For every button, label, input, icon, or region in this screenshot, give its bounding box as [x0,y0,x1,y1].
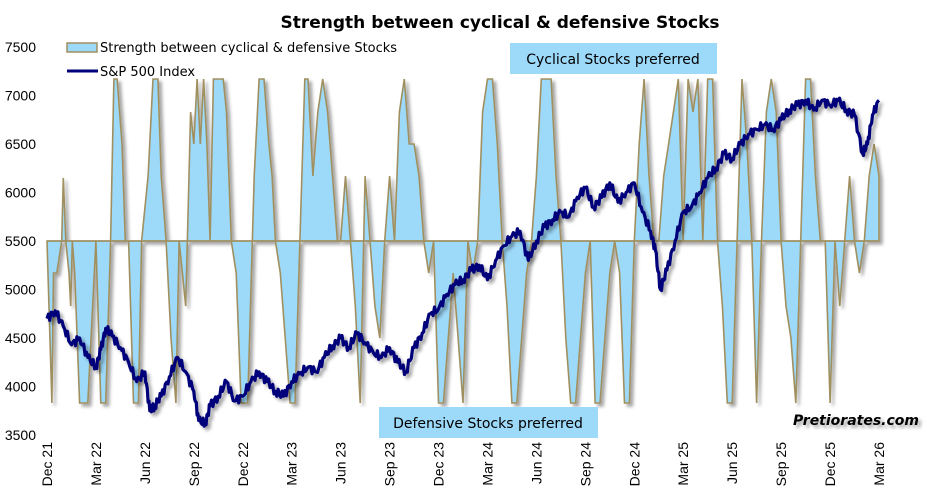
x-tick-label: Mar 24 [479,442,495,486]
x-tick-label: Sep 23 [382,442,398,487]
y-tick-label: 5500 [5,233,36,249]
legend-label-area: Strength between cyclical & defensive St… [100,41,397,56]
y-tick-label: 6500 [5,136,36,152]
y-tick-label: 4500 [5,330,36,346]
y-tick-label: 3500 [5,427,36,443]
annotation-cyclical-box [510,43,717,74]
x-tick-label: Jun 24 [528,442,544,484]
x-tick-label: Sep 22 [186,442,202,487]
x-tick-label: Dec 24 [626,442,642,487]
annotation-defensive-box [379,407,598,438]
x-tick-label: Dec 21 [39,442,55,487]
y-axis: 7500 7000 6500 6000 5500 5000 4500 4000 3500 [5,39,36,443]
x-tick-label: Dec 23 [431,442,447,487]
x-tick-label: Mar 25 [675,442,691,486]
indicator-area-layer [46,78,880,404]
x-tick-label: Mar 23 [284,442,300,486]
y-tick-label: 7000 [5,88,36,104]
annotation-defensive-text: Defensive Stocks preferred [393,416,583,432]
brand-watermark: Pretiorates.com [793,413,919,429]
y-tick-label: 6000 [5,185,36,201]
x-tick-label: Dec 22 [235,442,251,487]
x-axis: Dec 21 Mar 22 Jun 22 Sep 22 Dec 22 Mar 23 Jun … [39,442,887,487]
x-tick-label: Jun 22 [137,442,153,484]
x-tick-label: Mar 26 [871,442,887,486]
x-tick-label: Jun 25 [724,442,740,484]
y-tick-label: 4000 [5,379,36,395]
legend-label-line: S&P 500 Index [100,65,195,80]
legend-swatch-area [66,42,98,53]
sp500-line [45,96,881,428]
y-tick-label: 7500 [5,39,36,55]
annotation-cyclical-text: Cyclical Stocks preferred [526,52,700,68]
annotation-defensive: Defensive Stocks preferred [379,407,598,438]
sp500-line-layer [45,96,881,428]
annotation-cyclical: Cyclical Stocks preferred [510,43,717,74]
y-tick-label: 5000 [5,282,36,298]
x-tick-label: Mar 22 [88,442,104,486]
x-tick-label: Dec 25 [822,442,838,487]
x-tick-label: Sep 25 [773,442,789,487]
legend: Strength between cyclical & defensive St… [66,41,397,80]
x-tick-label: Sep 24 [577,442,593,487]
x-tick-label: Jun 23 [333,442,349,484]
chart-title: Strength between cyclical & defensive St… [281,13,720,33]
